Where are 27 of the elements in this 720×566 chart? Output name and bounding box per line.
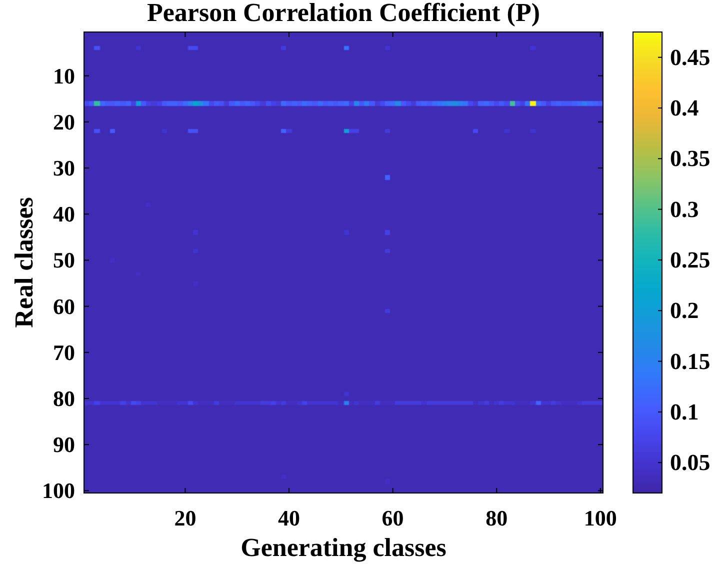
y-tick-label: 20 [53,109,75,134]
x-tick-label: 40 [278,506,300,530]
y-tick-label: 40 [53,202,75,227]
x-tick-label: 80 [486,506,508,530]
color-bar-label: 0.25 [670,247,710,272]
y-tick-label: 10 [53,63,75,88]
y-tick-label: 80 [53,386,75,411]
color-bar-label: 0.05 [670,450,710,476]
y-tick-label: 30 [53,155,75,180]
y-tick-label: 100 [42,478,75,504]
y-axis-title: Real classes [10,197,38,328]
y-tick-label: 90 [53,432,75,458]
y-tick-label: 50 [53,248,75,273]
color-bar-label: 0.45 [670,44,710,70]
y-tick-label: 60 [53,294,75,319]
x-tick-label: 100 [584,506,617,530]
color-bar-label: 0.4 [670,95,700,120]
y-tick-label: 70 [53,340,75,365]
color-bar-label: 0.2 [670,298,699,324]
color-bar-label: 0.3 [670,196,699,222]
x-axis-title: Generating classes [240,533,446,562]
color-bar-label: 0.35 [670,146,710,172]
chart-title: Pearson Correlation Coefficient (P) [146,0,540,27]
x-tick-label: 20 [174,506,196,530]
x-tick-label: 60 [382,506,404,530]
color-bar-label: 0.1 [670,399,699,424]
color-bar-label: 0.15 [670,348,710,374]
